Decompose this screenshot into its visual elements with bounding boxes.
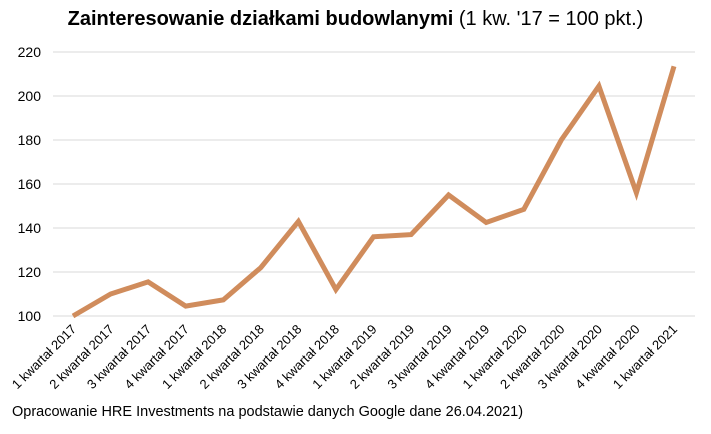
chart-subtitle: (1 kw. '17 = 100 pkt.) [458, 8, 644, 30]
y-axis-labels: 100 120 140 160 180 200 220 [18, 44, 42, 324]
y-tick-label: 120 [18, 264, 42, 280]
chart-title: Zainteresowanie działkami budowlanymi (1… [0, 8, 711, 31]
y-tick-label: 180 [18, 132, 42, 148]
x-tick-label: 1 kwartał 2017 [9, 322, 79, 392]
gridlines [53, 51, 695, 317]
data-line [71, 65, 677, 319]
chart-title-main: Zainteresowanie działkami budowlanymi [67, 8, 454, 30]
source-note: Opracowanie HRE Investments na podstawie… [12, 404, 524, 420]
y-tick-label: 220 [18, 44, 42, 60]
y-tick-label: 160 [18, 176, 42, 192]
y-tick-label: 200 [18, 88, 42, 104]
y-tick-label: 100 [18, 308, 42, 324]
y-tick-label: 140 [18, 220, 42, 236]
